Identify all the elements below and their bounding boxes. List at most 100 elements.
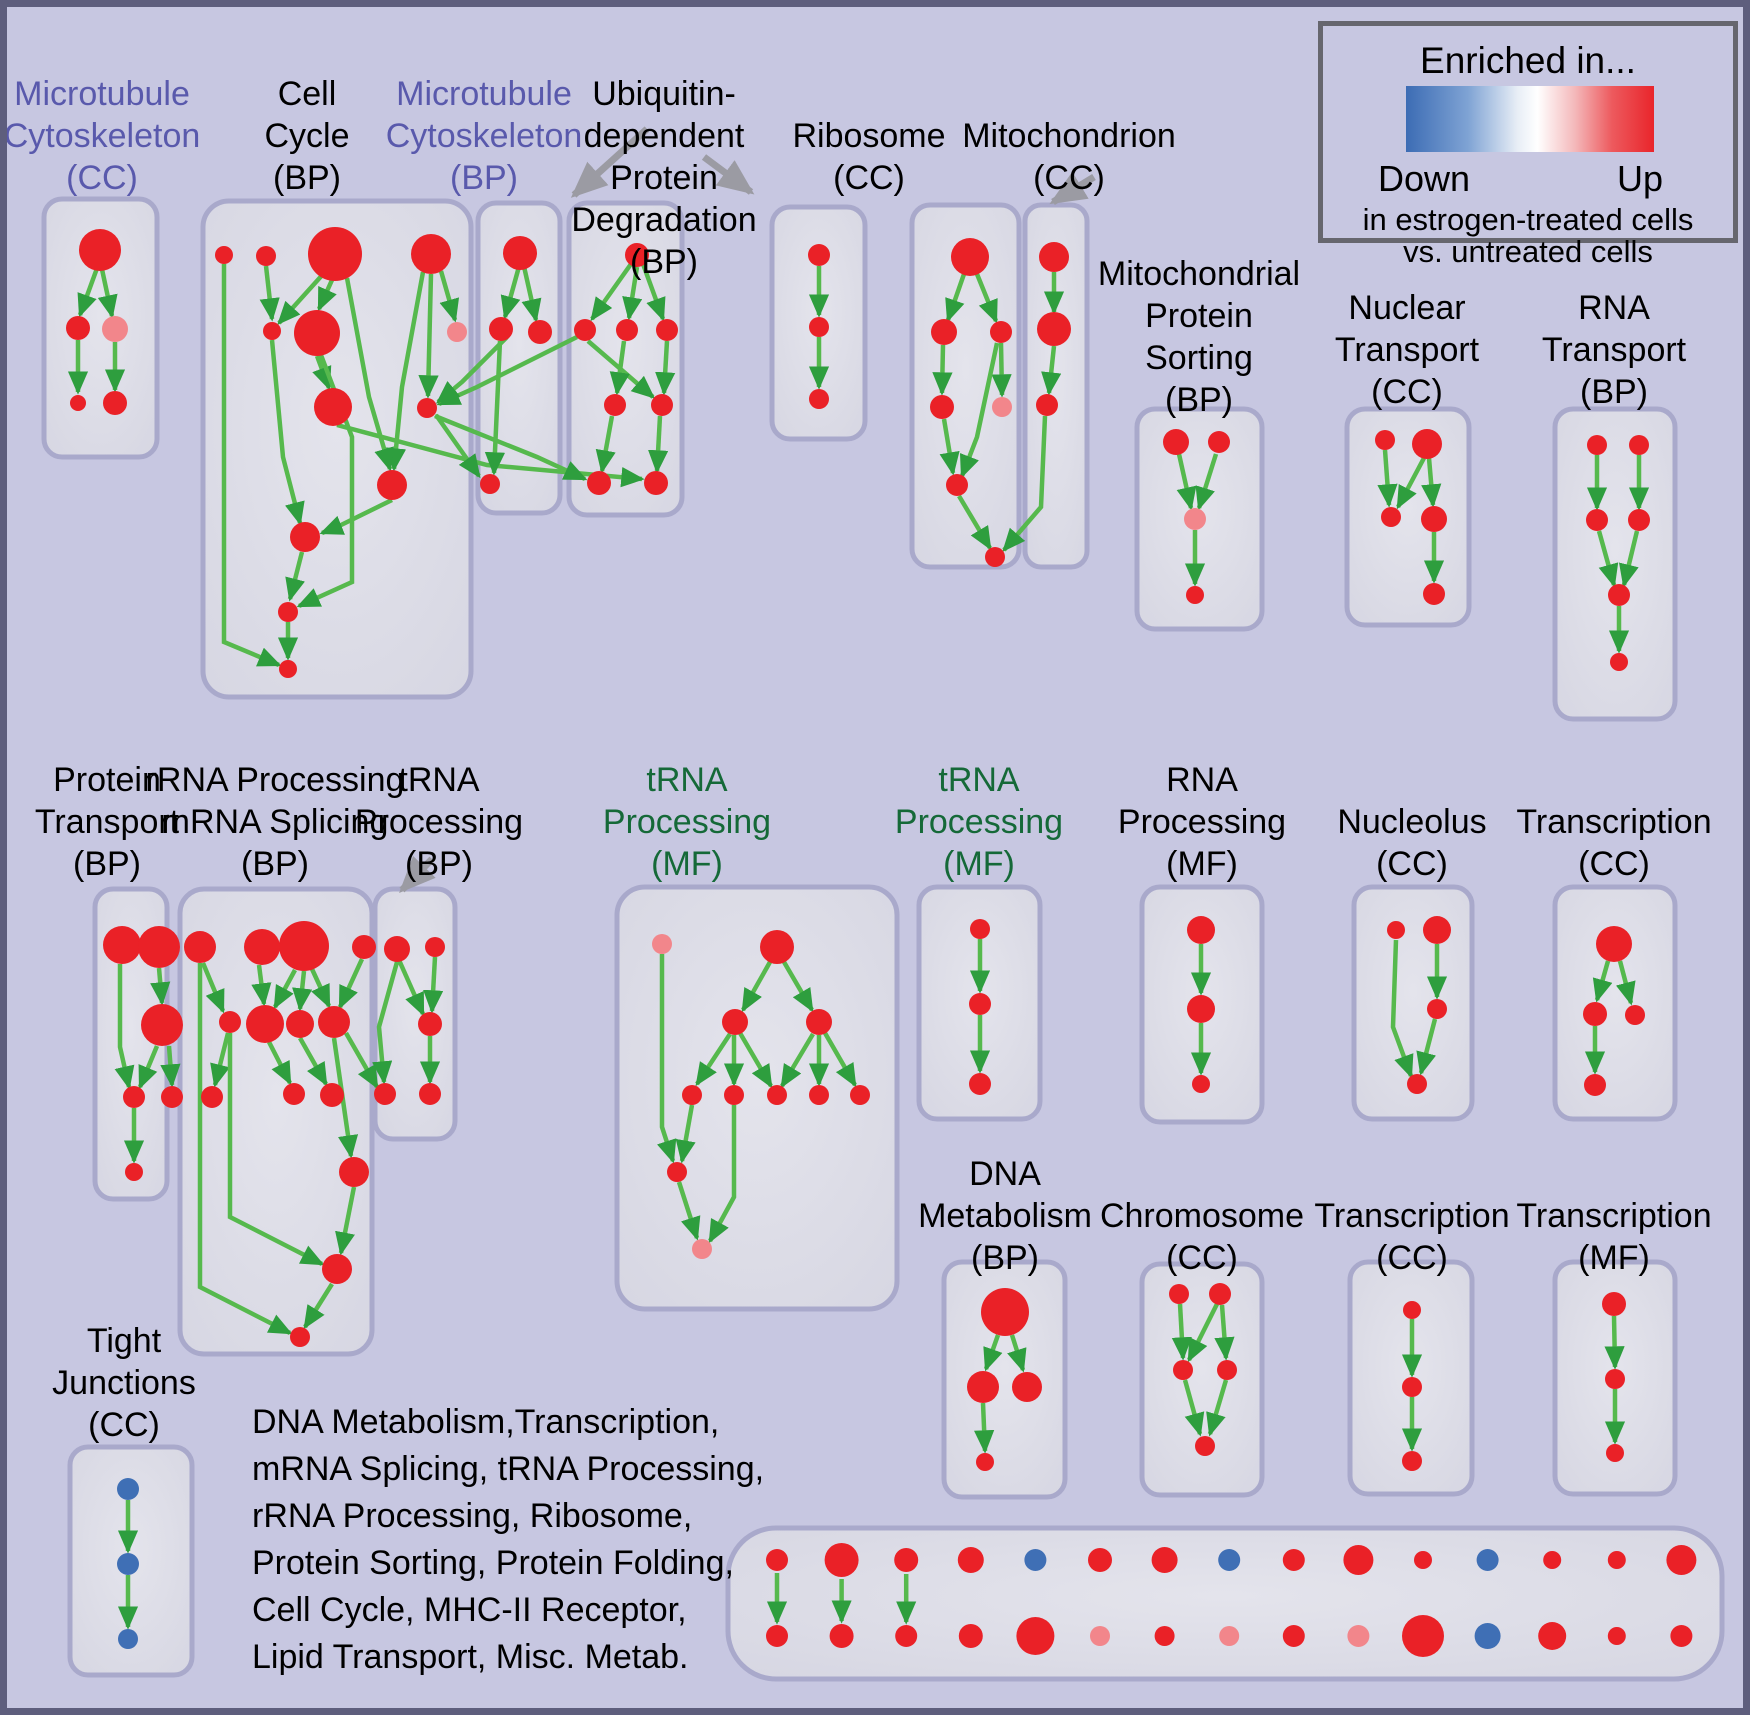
go-term-node <box>824 1543 859 1577</box>
group-label-line: Microtubule <box>14 75 190 113</box>
relation-edge <box>1615 960 1636 1006</box>
go-term-node <box>79 229 121 271</box>
relation-edge <box>780 1032 815 1089</box>
relation-edge <box>1195 453 1219 511</box>
relation-edge <box>197 963 293 1336</box>
go-term-node <box>118 1629 138 1649</box>
relation-edge <box>251 964 272 1007</box>
go-term-node <box>985 547 1005 567</box>
go-term-node <box>1387 921 1405 939</box>
group-label-rna-transport: RNA Transport (BP) <box>1542 287 1686 413</box>
group-label-line: Cytoskeleton <box>385 117 583 155</box>
go-term-node <box>418 1012 442 1036</box>
group-label-line: (CC) <box>1376 845 1448 883</box>
group-label-chromosome: Chromosome (CC) <box>1100 1195 1304 1279</box>
relation-edge <box>945 273 967 323</box>
go-term-node <box>1195 1436 1215 1456</box>
group-label-line: tRNA <box>938 761 1020 799</box>
relation-edge <box>227 1033 325 1267</box>
group-label-line: (CC) <box>1376 1239 1448 1277</box>
go-term-node <box>616 319 638 341</box>
legend: Enriched in... Down Up in estrogen-treat… <box>1318 21 1738 269</box>
go-term-node <box>1543 1551 1562 1569</box>
go-term-node <box>1209 1283 1231 1305</box>
relation-edge <box>708 1105 737 1244</box>
legend-subtitle-line1: in estrogen-treated cells <box>1362 202 1694 237</box>
go-term-node <box>644 471 668 495</box>
go-term-node <box>256 246 276 266</box>
group-label-line: Transcription <box>1314 1197 1510 1235</box>
relation-edge <box>640 263 666 322</box>
go-term-node <box>1474 1623 1501 1649</box>
box-ribosome <box>909 202 1022 570</box>
go-term-node <box>1606 1444 1624 1462</box>
group-label-line: Processing <box>354 803 524 841</box>
go-term-node <box>1412 429 1442 459</box>
relation-edge <box>316 279 337 312</box>
go-term-node <box>1402 1377 1422 1397</box>
group-label-line: Mitochondrion <box>962 117 1176 155</box>
relation-edge <box>1182 1379 1205 1437</box>
go-term-node <box>314 388 352 426</box>
go-term-node <box>377 470 407 500</box>
group-label-line: (BP) <box>971 1239 1039 1277</box>
go-term-node <box>970 919 990 939</box>
relation-edge <box>1206 1379 1229 1437</box>
group-label-mito-protein-sorting: Mitochondrial Protein Sorting (BP) <box>1098 253 1300 421</box>
label-pointer-arrow <box>570 126 650 198</box>
go-term-node <box>1587 435 1607 455</box>
group-label-line: (CC) <box>1578 845 1650 883</box>
relation-edge <box>500 262 523 320</box>
label-pointer-arrow <box>399 855 436 894</box>
go-term-node <box>102 316 128 342</box>
go-term-node <box>141 1004 183 1046</box>
go-term-node <box>976 1453 994 1471</box>
legend-title: Enriched in... <box>1420 40 1636 81</box>
go-term-node <box>1381 507 1401 527</box>
relation-edge <box>939 418 960 476</box>
relation-edge <box>676 1181 701 1241</box>
go-term-node <box>1219 1626 1240 1646</box>
go-term-node <box>66 316 90 340</box>
go-term-node <box>766 1549 788 1571</box>
go-term-node <box>322 1254 352 1284</box>
group-label-rna-processing-mf: RNA Processing (MF) <box>1118 759 1286 885</box>
group-label-line: (MF) <box>1166 845 1238 883</box>
relation-edge <box>1007 1334 1027 1373</box>
group-label-line: (BP) <box>630 243 698 281</box>
group-label-line: (CC) <box>1371 373 1443 411</box>
group-label-line: Protein <box>1145 297 1253 335</box>
go-term-node <box>1610 653 1628 671</box>
group-label-line: (CC) <box>833 159 905 197</box>
go-term-node <box>411 234 451 274</box>
box-chromosome <box>1139 1261 1265 1498</box>
relation-edge <box>1421 457 1442 508</box>
group-label-line: (CC) <box>1166 1239 1238 1277</box>
group-label-line: (MF) <box>1578 1239 1650 1277</box>
relation-edge <box>438 270 460 323</box>
go-term-node <box>1192 1075 1210 1093</box>
relation-edge <box>418 273 439 399</box>
go-term-node <box>1151 1547 1178 1573</box>
go-term-node <box>1583 1002 1607 1026</box>
group-label-line: (CC) <box>1033 159 1105 197</box>
go-term-node <box>417 398 437 418</box>
group-label-microtubule-cc: Microtubule Cytoskeleton (CC) <box>7 73 200 199</box>
relation-edge <box>1592 960 1613 1003</box>
go-term-node <box>1169 1284 1189 1304</box>
go-term-node <box>1218 1549 1241 1571</box>
relation-edge <box>823 1031 857 1088</box>
group-label-ubiquitin: Ubiquitin-dependent Protein Degradation (BP… <box>571 73 756 283</box>
go-term-node <box>1375 430 1395 450</box>
go-term-node <box>1607 1551 1626 1569</box>
go-term-node <box>1208 431 1230 453</box>
relation-edge <box>312 355 332 391</box>
go-term-node <box>722 1009 748 1035</box>
go-term-node <box>951 238 989 276</box>
relation-edge <box>309 968 332 1009</box>
box-nuclear-transport <box>1344 406 1472 628</box>
relation-edge <box>656 954 677 1164</box>
go-term-node <box>1427 999 1447 1019</box>
relation-edge <box>655 340 676 396</box>
relation-edge <box>269 339 305 526</box>
